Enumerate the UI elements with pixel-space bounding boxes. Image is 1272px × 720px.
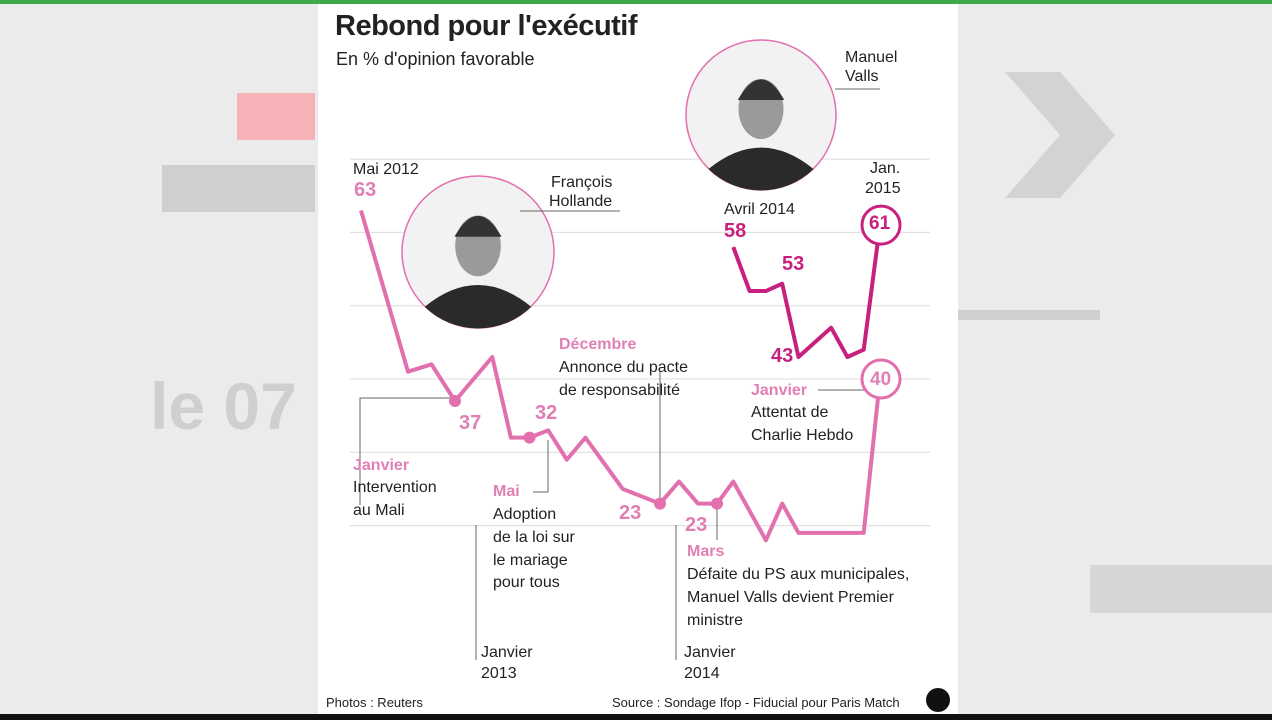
value-23-mar: 23: [685, 514, 708, 536]
value-23-dec: 23: [619, 502, 642, 524]
hollande-portrait-hair: [454, 215, 502, 237]
x-tick-jan-2014-line2: 2014: [684, 665, 720, 682]
bottom-black-bar: [0, 714, 1272, 720]
annotation-month-decembre: Décembre: [559, 336, 637, 353]
valls-portrait-body: [708, 147, 814, 191]
annotation-line: Annonce du pacte: [559, 359, 688, 376]
data-point-marker: [523, 431, 536, 444]
annotation-line: Adoption: [493, 506, 557, 523]
series-line-hollande: [359, 209, 882, 543]
top-accent-line: [0, 0, 1272, 4]
chart-subtitle: En % d'opinion favorable: [336, 49, 535, 69]
portrait-label-valls-2: Valls: [845, 68, 879, 85]
annotation-line: Défaite du PS aux municipales,: [687, 566, 910, 583]
annotation-month-janvier-2013: Janvier: [353, 457, 410, 474]
label-april-2014: Avril 2014: [724, 201, 795, 218]
series-line-valls: [731, 224, 882, 360]
value-43: 43: [771, 345, 794, 367]
portrait-label-valls-1: Manuel: [845, 49, 898, 66]
data-point-marker: [654, 497, 666, 510]
chevron-right-icon: [1005, 72, 1115, 198]
ide-logo: [926, 688, 950, 712]
portrait-label-hollande-1: François: [551, 174, 613, 191]
value-circle-40: [860, 358, 902, 400]
x-tick-jan-2013-line1: Janvier: [481, 644, 533, 661]
value-61-circled: 61: [869, 213, 891, 234]
annotation-leader-line: [359, 397, 455, 505]
value-63: 63: [354, 179, 377, 201]
label-2015: 2015: [865, 180, 901, 197]
x-tick-jan-2013-line2: 2013: [481, 665, 517, 682]
source-credit: Source : Sondage Ifop - Fiducial pour Pa…: [612, 695, 900, 710]
annotation-line: Attentat de: [751, 404, 829, 421]
value-circle-61: [860, 204, 902, 246]
background-gray-bar-lower: [1090, 565, 1272, 613]
annotation-line: au Mali: [353, 502, 405, 519]
annotation-line: de responsabilité: [559, 382, 680, 399]
value-53: 53: [782, 253, 805, 275]
background-gray-bar: [958, 310, 1100, 320]
annotation-leader-line: [533, 440, 549, 493]
valls-portrait-hair: [737, 79, 785, 100]
annotation-line: Manuel Valls devient Premier: [687, 589, 894, 606]
value-40-circled: 40: [870, 369, 892, 390]
annotation-month-mai: Mai: [493, 483, 520, 500]
chart-title: Rebond pour l'exécutif: [335, 10, 638, 42]
value-58: 58: [724, 220, 747, 242]
hollande-portrait-body: [424, 285, 532, 329]
x-tick-jan-2014-line1: Janvier: [684, 644, 736, 661]
annotation-line: Intervention: [353, 479, 437, 496]
data-point-marker: [711, 497, 723, 510]
background-gray-block: [162, 165, 315, 212]
portrait-label-hollande-2: Hollande: [549, 193, 613, 210]
value-37: 37: [459, 412, 482, 434]
background-red-block: [237, 93, 315, 140]
annotation-line: Charlie Hebdo: [751, 427, 854, 444]
annotation-line: pour tous: [493, 574, 560, 591]
annotation-line: ministre: [687, 612, 744, 629]
photo-credit: Photos : Reuters: [326, 695, 423, 710]
annotation-month-janvier-2015: Janvier: [751, 382, 808, 399]
value-32: 32: [535, 402, 558, 424]
data-point-marker: [449, 394, 461, 407]
annotation-month-mars: Mars: [687, 543, 725, 560]
background-tv-text: le 07: [150, 369, 297, 443]
annotation-line: le mariage: [493, 552, 568, 569]
label-jan: Jan.: [870, 160, 901, 177]
label-may-2012: Mai 2012: [353, 161, 419, 178]
annotation-line: de la loi sur: [493, 529, 575, 546]
infographic-panel: [318, 4, 958, 714]
